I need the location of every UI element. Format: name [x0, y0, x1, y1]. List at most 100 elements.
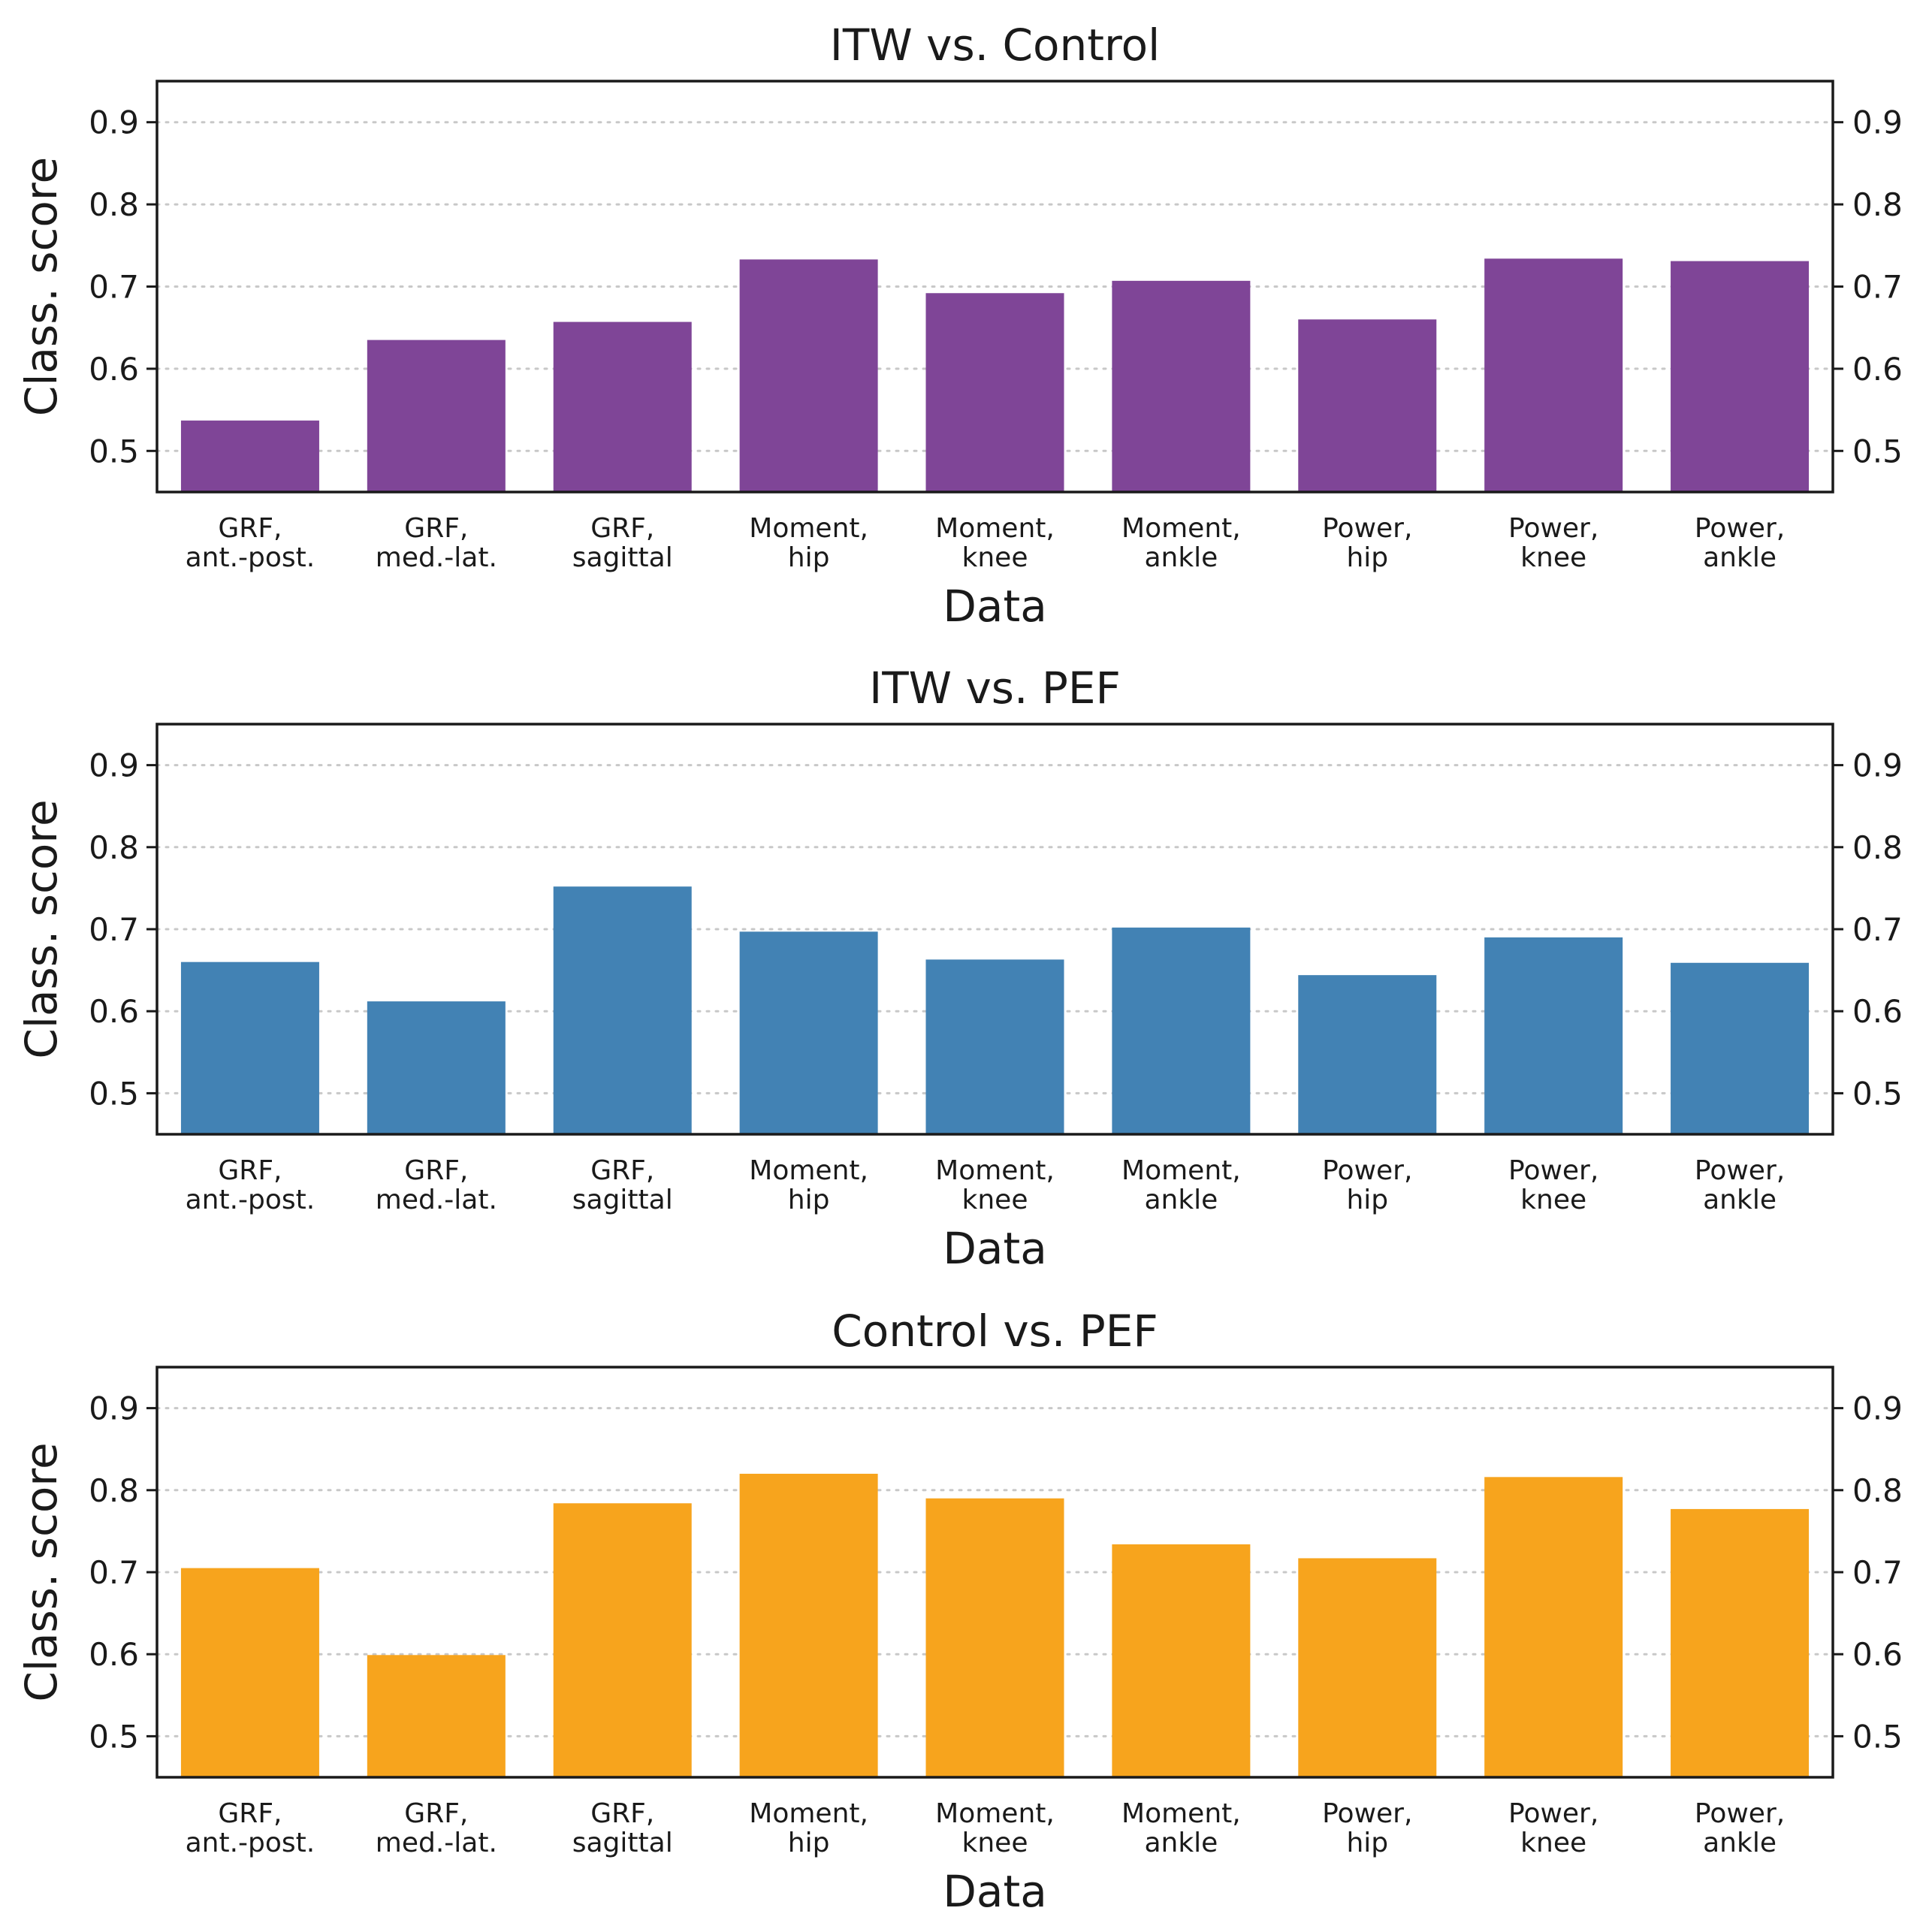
y-tick-label-left: 0.9 — [89, 747, 139, 784]
bar-1 — [180, 961, 319, 1134]
bar-9 — [1671, 962, 1810, 1134]
bar-9 — [1671, 261, 1810, 492]
y-tick-label-left: 0.8 — [89, 186, 139, 223]
x-tick-label-line2: ant.-post. — [186, 1185, 315, 1215]
plot-frame — [155, 80, 1834, 494]
bar-7 — [1298, 1558, 1437, 1777]
chart-title: ITW vs. Control — [830, 20, 1160, 71]
x-tick-label-line1: Power, — [1695, 1798, 1785, 1829]
x-axis-label: Data — [943, 1866, 1047, 1917]
y-tick-label-left: 0.6 — [89, 993, 139, 1030]
x-tick-label-line1: Moment, — [935, 1798, 1055, 1829]
plot-frame — [155, 723, 1834, 1136]
x-tick-label-line1: GRF, — [590, 513, 654, 544]
x-tick-label-line2: hip — [788, 1185, 830, 1215]
x-tick-label-line1: Power, — [1695, 1155, 1785, 1186]
x-tick-label-line2: hip — [788, 1828, 830, 1858]
x-tick-label-line1: GRF, — [218, 1798, 282, 1829]
bar-5 — [925, 293, 1064, 492]
bar-4 — [739, 1473, 878, 1777]
y-tick-label-right: 0.9 — [1852, 104, 1903, 141]
y-tick-label-left: 0.9 — [89, 104, 139, 141]
bar-5 — [925, 959, 1064, 1134]
bar-8 — [1484, 258, 1623, 492]
y-tick-label-left: 0.7 — [89, 269, 139, 306]
x-tick-label-line2: ankle — [1703, 1828, 1777, 1858]
y-tick-label-right: 0.8 — [1852, 829, 1903, 866]
x-tick-label-line2: knee — [1520, 1828, 1586, 1858]
bar-2 — [367, 1655, 506, 1777]
bar-9 — [1671, 1508, 1810, 1777]
bar-4 — [739, 931, 878, 1134]
x-tick-label-line1: Moment, — [1121, 1798, 1241, 1829]
x-tick-label-line2: ankle — [1144, 1828, 1218, 1858]
bar-5 — [925, 1498, 1064, 1777]
x-tick-label-line2: ankle — [1144, 542, 1218, 573]
x-tick-label-line1: Moment, — [749, 513, 868, 544]
bar-3 — [553, 886, 692, 1134]
y-tick-label-right: 0.6 — [1852, 351, 1903, 388]
x-tick-label-line1: Power, — [1508, 1155, 1598, 1186]
bar-8 — [1484, 937, 1623, 1134]
x-tick-label-line2: med.-lat. — [376, 542, 497, 573]
x-tick-label-line2: knee — [962, 1185, 1028, 1215]
x-tick-label-line1: Moment, — [935, 1155, 1055, 1186]
x-tick-label-line1: GRF, — [590, 1798, 654, 1829]
x-tick-label-line1: Power, — [1508, 1798, 1598, 1829]
y-axis-label: Class. score — [16, 157, 67, 416]
x-tick-label-line2: med.-lat. — [376, 1828, 497, 1858]
x-tick-label-line1: GRF, — [590, 1155, 654, 1186]
chart-panel-1: ITW vs. Control 0.5 0.5 0.6 0.6 0.7 0.7 0.8 0.8 0… — [16, 20, 1903, 632]
y-tick-label-left: 0.8 — [89, 829, 139, 866]
x-tick-label-line1: Moment, — [1121, 513, 1241, 544]
y-tick-label-right: 0.6 — [1852, 1636, 1903, 1673]
x-tick-label-line2: sagittal — [572, 542, 673, 573]
x-tick-label-line2: knee — [1520, 542, 1586, 573]
x-axis-label: Data — [943, 1223, 1047, 1274]
x-axis-label: Data — [943, 581, 1047, 632]
x-tick-label-line1: Moment, — [1121, 1155, 1241, 1186]
x-tick-label-line1: Power, — [1695, 513, 1785, 544]
bar-6 — [1112, 927, 1251, 1134]
bar-7 — [1298, 319, 1437, 492]
x-tick-label-line1: Power, — [1322, 1798, 1412, 1829]
bar-2 — [367, 340, 506, 492]
bar-2 — [367, 1001, 506, 1134]
bar-6 — [1112, 1544, 1251, 1777]
x-tick-label-line1: Power, — [1322, 1155, 1412, 1186]
x-tick-label-line1: GRF, — [404, 1798, 468, 1829]
x-tick-label-line1: Moment, — [749, 1155, 868, 1186]
y-tick-label-right: 0.9 — [1852, 1390, 1903, 1427]
x-tick-label-line2: hip — [788, 542, 830, 573]
plot-frame — [155, 1366, 1834, 1779]
y-tick-label-left: 0.5 — [89, 433, 139, 469]
x-tick-label-line2: knee — [962, 1828, 1028, 1858]
x-tick-label-line2: ankle — [1703, 1185, 1777, 1215]
y-tick-label-right: 0.5 — [1852, 433, 1903, 469]
chart-panel-3: Control vs. PEF 0.5 0.5 0.6 0.6 0.7 0.7 0.8 0.8 0… — [16, 1306, 1903, 1917]
x-tick-label-line2: knee — [1520, 1185, 1586, 1215]
y-tick-label-left: 0.7 — [89, 911, 139, 948]
x-tick-label-line1: GRF, — [404, 513, 468, 544]
x-tick-label-line2: ant.-post. — [186, 542, 315, 573]
x-tick-label-line1: Power, — [1322, 513, 1412, 544]
x-tick-label-line1: Moment, — [749, 1798, 868, 1829]
y-tick-label-right: 0.9 — [1852, 747, 1903, 784]
x-tick-label-line2: hip — [1346, 542, 1388, 573]
y-tick-label-left: 0.5 — [89, 1075, 139, 1112]
x-tick-label-line2: ant.-post. — [186, 1828, 315, 1858]
x-tick-label-line2: sagittal — [572, 1828, 673, 1858]
y-tick-label-right: 0.7 — [1852, 1554, 1903, 1591]
y-tick-label-right: 0.5 — [1852, 1718, 1903, 1755]
x-tick-label-line1: GRF, — [218, 1155, 282, 1186]
y-tick-label-right: 0.7 — [1852, 911, 1903, 948]
x-tick-label-line2: med.-lat. — [376, 1185, 497, 1215]
x-tick-label-line1: Power, — [1508, 513, 1598, 544]
chart-title: Control vs. PEF — [832, 1306, 1158, 1357]
x-tick-label-line1: GRF, — [404, 1155, 468, 1186]
bar-1 — [180, 420, 319, 492]
y-tick-label-left: 0.7 — [89, 1554, 139, 1591]
bar-7 — [1298, 975, 1437, 1134]
x-tick-label-line2: knee — [962, 542, 1028, 573]
